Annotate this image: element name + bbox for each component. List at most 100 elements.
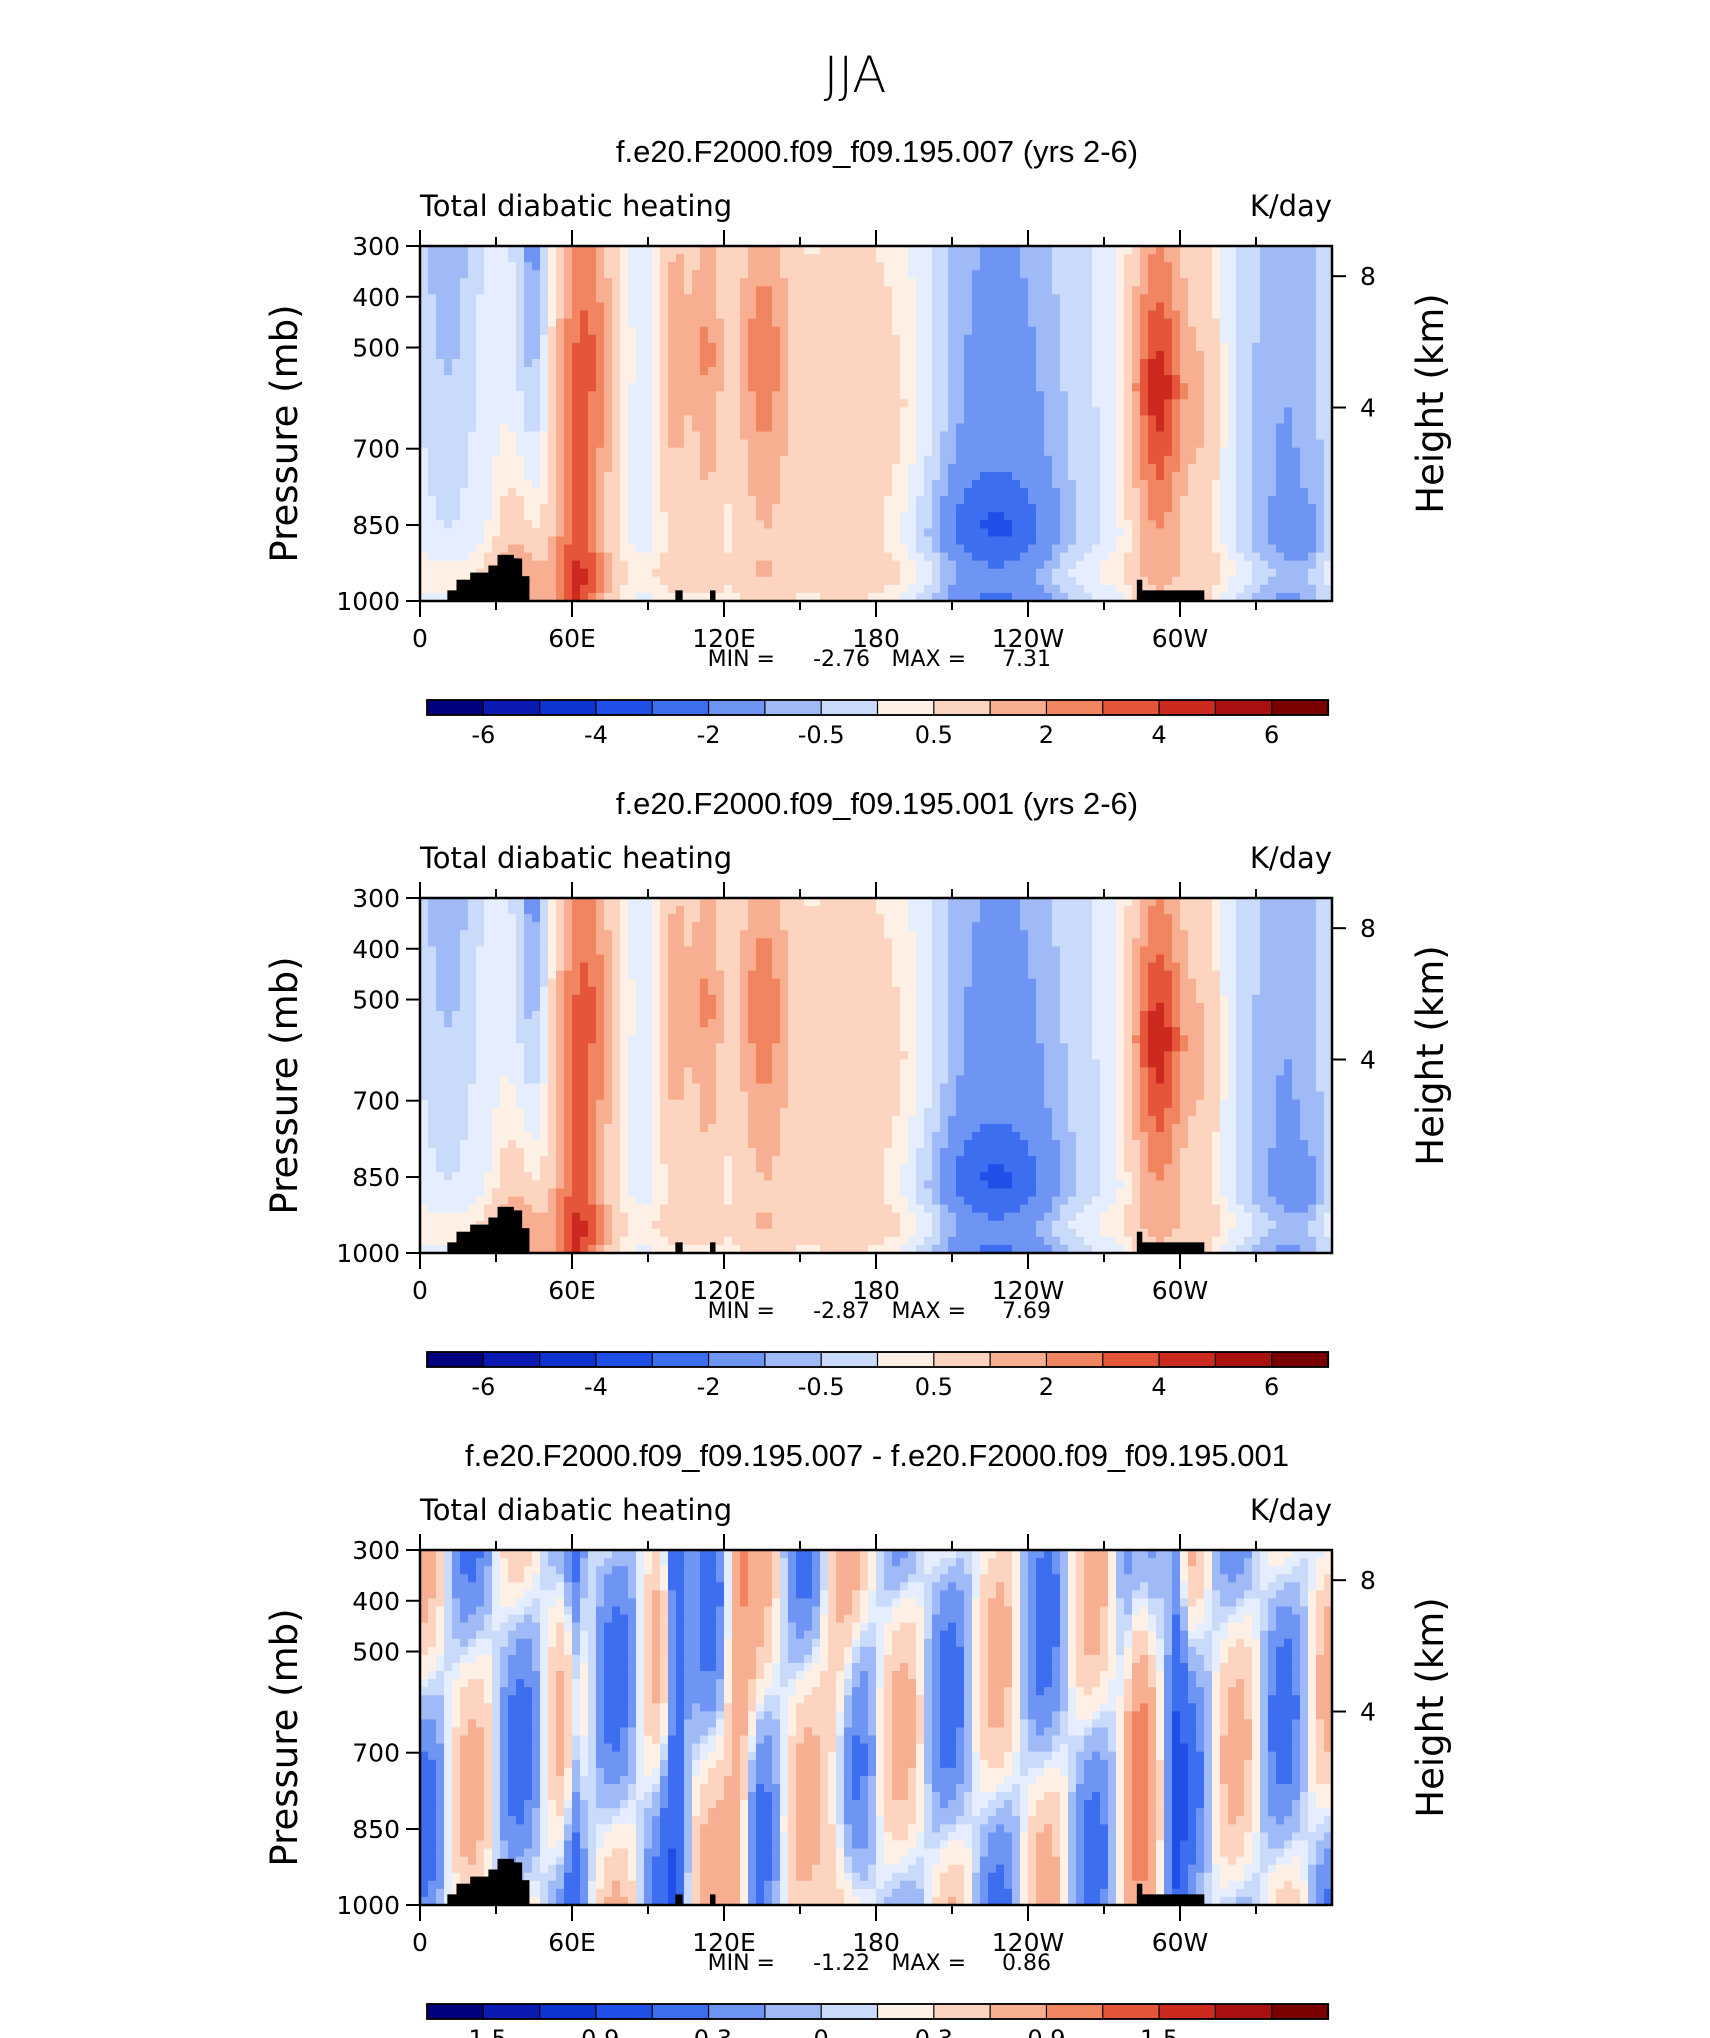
heatmap-cell — [740, 334, 749, 344]
heatmap-cell — [540, 455, 549, 465]
heatmap-cell — [1164, 399, 1173, 408]
heatmap-cell — [1124, 431, 1133, 441]
heatmap-cell — [1180, 407, 1189, 417]
heatmap-cell — [676, 544, 685, 554]
heatmap-cell — [556, 286, 565, 296]
heatmap-cell — [804, 367, 813, 376]
heatmap-cell — [1276, 278, 1285, 287]
heatmap-cell — [436, 278, 445, 287]
heatmap-cell — [1228, 423, 1237, 433]
heatmap-cell — [1324, 512, 1333, 521]
heatmap-cell — [708, 439, 717, 449]
heatmap-cell — [1076, 431, 1085, 441]
heatmap-cell — [852, 592, 861, 602]
heatmap-cell — [508, 415, 517, 425]
heatmap-cell — [532, 383, 541, 392]
heatmap-cell — [732, 254, 741, 263]
heatmap-cell — [940, 439, 949, 449]
heatmap-cell — [892, 350, 901, 360]
heatmap-cell — [1276, 415, 1285, 425]
heatmap-cell — [692, 431, 701, 441]
heatmap-cell — [1044, 302, 1053, 312]
heatmap-cell — [1132, 270, 1141, 279]
heatmap-cell — [1036, 560, 1045, 570]
heatmap-cell — [932, 262, 941, 271]
heatmap-cell — [1060, 254, 1069, 263]
heatmap-cell — [1196, 568, 1205, 578]
heatmap-cell — [836, 528, 845, 538]
heatmap-cell — [988, 520, 997, 529]
heatmap-cell — [668, 528, 677, 538]
heatmap-cell — [1172, 391, 1181, 400]
heatmap-cell — [628, 592, 637, 602]
heatmap-cell — [892, 391, 901, 400]
heatmap-cell — [988, 399, 997, 408]
heatmap-cell — [972, 471, 981, 481]
heatmap-cell — [740, 294, 749, 304]
heatmap-cell — [1212, 536, 1221, 546]
heatmap-cell — [572, 568, 581, 578]
heatmap-cell — [428, 367, 437, 376]
heatmap-cell — [1268, 584, 1277, 594]
heatmap-cell — [996, 431, 1005, 441]
heatmap-cell — [1188, 536, 1197, 546]
heatmap-cell — [844, 383, 853, 392]
heatmap-cell — [1028, 350, 1037, 360]
heatmap-cell — [1164, 423, 1173, 433]
heatmap-cell — [764, 278, 773, 287]
heatmap-cell — [580, 552, 589, 562]
heatmap-cell — [636, 294, 645, 304]
heatmap-cell — [860, 270, 869, 279]
heatmap-cell — [716, 334, 725, 344]
heatmap-cell — [1236, 455, 1245, 465]
heatmap-cell — [1116, 391, 1125, 400]
heatmap-cell — [604, 592, 613, 602]
heatmap-cell — [1276, 270, 1285, 279]
heatmap-cell — [620, 375, 629, 384]
heatmap-cell — [1068, 455, 1077, 465]
heatmap-cell — [1076, 439, 1085, 449]
heatmap-cell — [676, 552, 685, 562]
heatmap-cell — [1204, 512, 1213, 521]
heatmap-cell — [468, 496, 477, 505]
heatmap-cell — [1060, 471, 1069, 481]
heatmap-cell — [1028, 439, 1037, 449]
heatmap-cell — [1020, 455, 1029, 465]
heatmap-cell — [996, 367, 1005, 376]
heatmap-cell — [1172, 270, 1181, 279]
heatmap-cell — [836, 246, 845, 255]
heatmap-cell — [612, 326, 621, 336]
heatmap-cell — [692, 302, 701, 312]
heatmap-cell — [444, 463, 453, 473]
heatmap-cell — [1140, 576, 1149, 586]
heatmap-cell — [1268, 358, 1277, 368]
heatmap-cell — [732, 278, 741, 287]
heatmap-cell — [1276, 407, 1285, 417]
heatmap-cell — [948, 318, 957, 328]
heatmap-cell — [564, 536, 573, 546]
heatmap-cell — [1004, 318, 1013, 328]
heatmap-cell — [1172, 431, 1181, 441]
heatmap-cell — [876, 584, 885, 594]
heatmap-cell — [796, 383, 805, 392]
heatmap-cell — [740, 520, 749, 529]
heatmap-cell — [524, 423, 533, 433]
heatmap-cell — [868, 479, 877, 489]
heatmap-cell — [756, 302, 765, 312]
heatmap-cell — [924, 512, 933, 521]
heatmap-cell — [1300, 286, 1309, 296]
heatmap-cell — [668, 479, 677, 489]
heatmap-cell — [420, 552, 429, 562]
heatmap-cell — [1252, 431, 1261, 441]
heatmap-cell — [900, 439, 909, 449]
heatmap-cell — [852, 447, 861, 457]
heatmap-cell — [1060, 415, 1069, 425]
heatmap-cell — [1148, 375, 1157, 384]
heatmap-cell — [988, 383, 997, 392]
heatmap-cell — [1164, 262, 1173, 271]
heatmap-cell — [1276, 447, 1285, 457]
heatmap-cell — [836, 302, 845, 312]
heatmap-cell — [1284, 286, 1293, 296]
heatmap-cell — [1012, 528, 1021, 538]
heatmap-cell — [668, 423, 677, 433]
